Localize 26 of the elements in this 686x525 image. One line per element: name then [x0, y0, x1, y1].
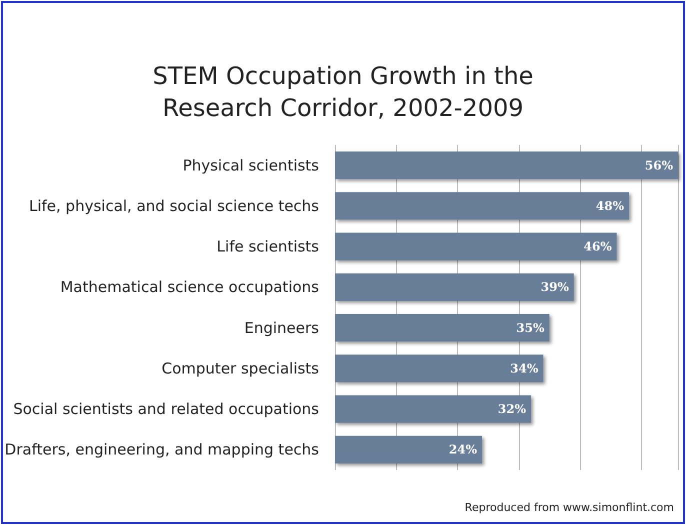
bar [335, 314, 550, 342]
data-label: 48% [596, 198, 625, 213]
y-tick-label: Engineers [244, 318, 320, 337]
bar [335, 395, 531, 423]
y-tick-label: Physical scientists [182, 156, 320, 174]
data-label: 46% [584, 240, 612, 254]
y-tick-label: Social scientists and related occupations [13, 400, 320, 418]
bar [335, 436, 482, 464]
bar [335, 192, 629, 220]
data-label: 56% [644, 158, 674, 172]
bar [335, 152, 678, 180]
data-label: 35% [516, 320, 545, 335]
data-label: 32% [498, 402, 527, 416]
bar [335, 354, 544, 382]
y-tick-label: Drafters, engineering, and mapping techs [4, 440, 320, 459]
bar [335, 273, 574, 301]
y-tick-label: Life scientists [216, 238, 320, 256]
data-label: 39% [540, 280, 570, 294]
y-tick-label: Mathematical science occupations [60, 278, 320, 296]
y-tick-label: Computer specialists [162, 359, 320, 378]
bar [335, 232, 617, 260]
y-tick-label: Life, physical, and social science techs [28, 196, 320, 215]
data-label: 24% [448, 442, 478, 457]
text: Reproduced from www.simonflint.com [464, 501, 674, 514]
data-label: 34% [510, 361, 539, 376]
chart-title: STEM Occupation Growth in the Research Corridor, 2002-2009 [152, 62, 534, 122]
